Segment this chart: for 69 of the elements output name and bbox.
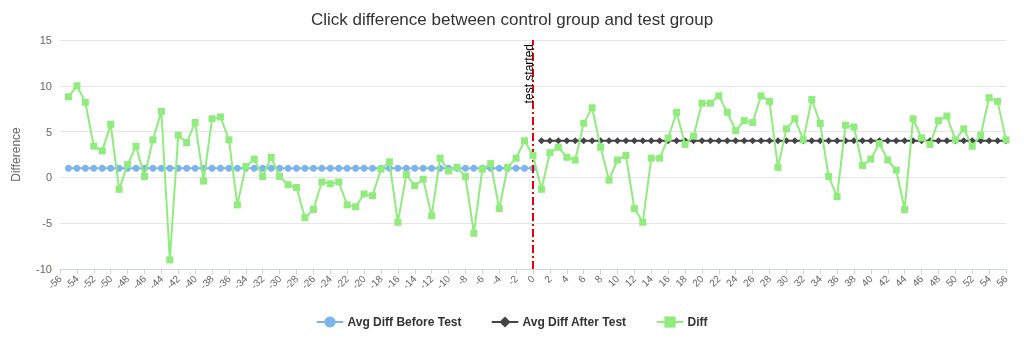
x-tick-label: -28 xyxy=(282,272,301,292)
x-tick-label: -24 xyxy=(316,272,335,292)
x-tick-label: 24 xyxy=(723,272,740,289)
x-tick-label: -8 xyxy=(455,272,470,288)
y-axis-title: Difference xyxy=(9,126,23,182)
y-tick-label: 5 xyxy=(45,125,52,138)
x-tick-label: 56 xyxy=(994,272,1011,289)
x-tick-label: 26 xyxy=(740,272,757,289)
x-tick-label: -32 xyxy=(248,272,267,292)
x-tick-label: -42 xyxy=(164,272,183,292)
x-tick-label: 4 xyxy=(558,272,571,285)
x-tick-label: -34 xyxy=(231,272,251,292)
x-tick-label: 22 xyxy=(707,272,724,289)
x-tick-label: 28 xyxy=(757,272,774,289)
ref-line-label: test started xyxy=(522,44,536,104)
x-tick-label: 18 xyxy=(673,272,690,289)
x-tick-label: 54 xyxy=(977,272,994,289)
x-tick-label: -50 xyxy=(96,272,115,292)
x-tick-label: -18 xyxy=(366,272,386,292)
chart-title: Click difference between control group and test group xyxy=(310,10,714,29)
x-tick-label: -4 xyxy=(489,272,504,288)
x-tick-label: 14 xyxy=(639,272,656,289)
x-tick-label: 8 xyxy=(592,272,605,285)
x-tick-label: -20 xyxy=(349,272,369,292)
x-tick-label: 12 xyxy=(622,272,639,289)
x-tick-label: -6 xyxy=(472,272,487,288)
x-tick-label: 6 xyxy=(575,272,588,285)
x-tick-label: -26 xyxy=(299,272,318,292)
x-tick-label: -12 xyxy=(417,272,436,292)
x-tick-label: -14 xyxy=(400,272,419,292)
x-tick-label: -22 xyxy=(333,272,352,292)
x-tick-label: 34 xyxy=(808,272,825,289)
x-tick-label: 50 xyxy=(943,272,960,289)
y-tick-label: 10 xyxy=(39,79,52,92)
legend-label: Diff xyxy=(687,315,709,329)
x-tick-label: -16 xyxy=(383,272,403,292)
x-tick-label: 44 xyxy=(892,272,909,289)
x-tick-label: -56 xyxy=(45,272,65,292)
x-tick-label: -48 xyxy=(113,272,132,292)
x-tick-label: -54 xyxy=(62,272,82,292)
x-tick-label: 46 xyxy=(909,272,926,289)
x-tick-label: 16 xyxy=(656,272,673,289)
x-tick-label: 42 xyxy=(876,272,892,289)
x-tick-label: 0 xyxy=(525,272,538,285)
x-tick-label: 52 xyxy=(960,272,977,289)
legend-label: Avg Diff After Test xyxy=(522,315,627,329)
y-tick-label: 15 xyxy=(39,34,52,46)
y-tick-label: 0 xyxy=(45,171,52,184)
x-tick-label: 32 xyxy=(791,272,808,289)
x-tick-label: -2 xyxy=(505,272,521,288)
x-tick-label: -38 xyxy=(197,272,217,292)
x-tick-label: -30 xyxy=(265,272,284,292)
y-tick-label: -5 xyxy=(42,217,52,230)
x-tick-label: 30 xyxy=(774,272,791,289)
x-tick-label: 38 xyxy=(842,272,859,289)
x-tick-label: -52 xyxy=(79,272,98,292)
x-tick-label: 20 xyxy=(690,272,707,289)
x-tick-label: 40 xyxy=(859,272,876,289)
x-tick-label: 36 xyxy=(825,272,842,289)
legend-label: Avg Diff Before Test xyxy=(347,315,462,329)
x-tick-label: -40 xyxy=(181,272,200,292)
x-tick-label: 48 xyxy=(926,272,943,289)
y-tick-label: -10 xyxy=(36,263,52,275)
x-tick-label: 10 xyxy=(605,272,622,289)
x-tick-label: -46 xyxy=(130,272,149,292)
x-tick-label: -44 xyxy=(147,272,166,292)
x-tick-label: -36 xyxy=(214,272,234,292)
x-tick-label: 2 xyxy=(542,272,555,285)
x-tick-label: -10 xyxy=(434,272,453,292)
